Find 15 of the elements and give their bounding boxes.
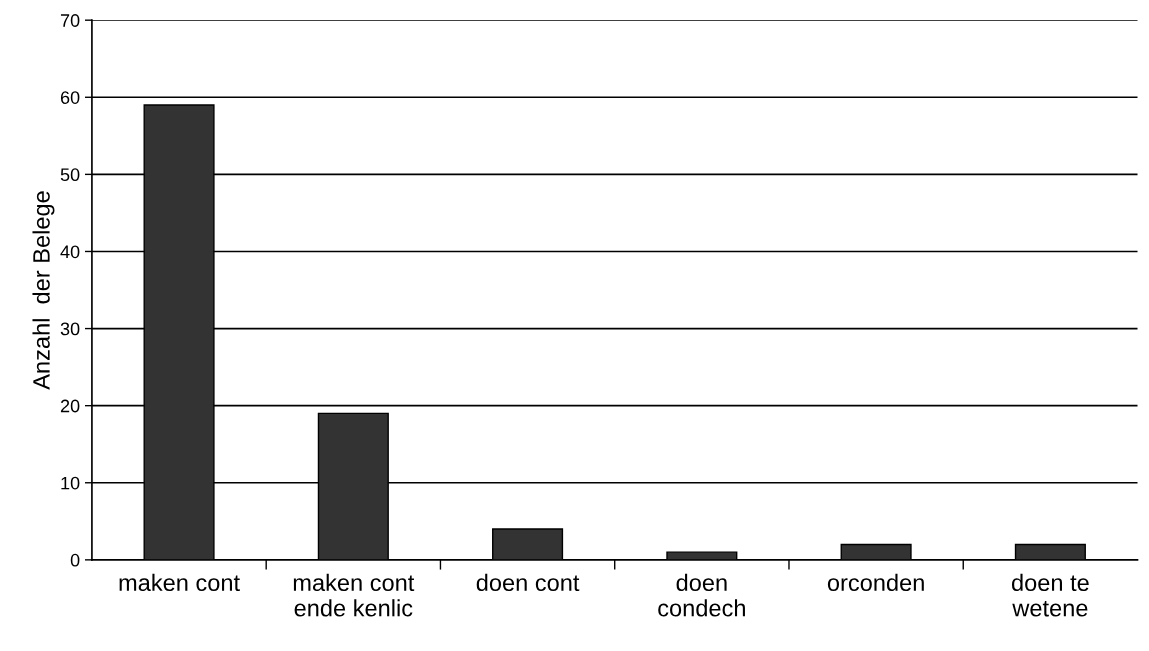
x-tick-label: doen cont — [476, 573, 580, 592]
y-axis-title: Anzahl der Belege — [32, 191, 55, 390]
y-tick-label: 60 — [60, 91, 80, 104]
y-tick-label: 30 — [60, 322, 80, 336]
y-tick-label: 50 — [60, 168, 80, 182]
x-tick-label: maken cont — [119, 573, 240, 592]
y-tick-label: 70 — [60, 14, 80, 27]
x-tick-label: orconden — [827, 573, 924, 592]
y-tick-label: 40 — [60, 245, 80, 259]
y-tick-label: 10 — [61, 476, 80, 490]
x-tick-label: maken cont ende kenlic — [293, 573, 415, 617]
y-tick-label: 0 — [70, 553, 80, 567]
y-tick-label: 20 — [60, 399, 80, 413]
x-tick-label: doen condech — [658, 573, 745, 617]
x-tick-label: doen te wetene — [1011, 573, 1089, 617]
